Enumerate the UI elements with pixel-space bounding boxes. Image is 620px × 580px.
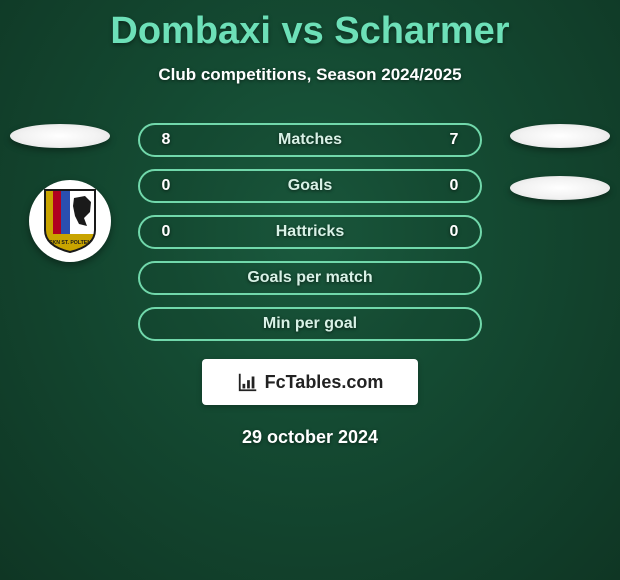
svg-text:SKN ST. POLTEN: SKN ST. POLTEN bbox=[49, 240, 91, 246]
stat-label: Matches bbox=[278, 131, 342, 149]
metric-row-goals-per-match: Goals per match bbox=[138, 261, 482, 295]
date-label: 29 october 2024 bbox=[0, 427, 620, 448]
stat-row-hattricks: 0 Hattricks 0 bbox=[138, 215, 482, 249]
page-subtitle: Club competitions, Season 2024/2025 bbox=[0, 65, 620, 85]
stat-label: Goals bbox=[288, 177, 332, 195]
stat-label: Hattricks bbox=[276, 223, 344, 241]
stat-right-value: 0 bbox=[444, 177, 464, 195]
stat-right-value: 7 bbox=[444, 131, 464, 149]
metric-row-min-per-goal: Min per goal bbox=[138, 307, 482, 341]
club-shield-icon: SKN ST. POLTEN bbox=[41, 188, 99, 254]
stat-left-value: 0 bbox=[156, 223, 176, 241]
metric-label: Min per goal bbox=[156, 315, 464, 333]
club-badge: SKN ST. POLTEN bbox=[29, 180, 111, 262]
player-left-placeholder bbox=[10, 124, 110, 148]
player-right-placeholder-2 bbox=[510, 176, 610, 200]
brand-text: FcTables.com bbox=[265, 372, 384, 393]
stat-left-value: 0 bbox=[156, 177, 176, 195]
page-title: Dombaxi vs Scharmer bbox=[0, 0, 620, 53]
brand-badge: FcTables.com bbox=[202, 359, 418, 405]
metric-label: Goals per match bbox=[156, 269, 464, 287]
player-right-placeholder-1 bbox=[510, 124, 610, 148]
stat-row-goals: 0 Goals 0 bbox=[138, 169, 482, 203]
stat-right-value: 0 bbox=[444, 223, 464, 241]
stat-row-matches: 8 Matches 7 bbox=[138, 123, 482, 157]
stat-left-value: 8 bbox=[156, 131, 176, 149]
chart-icon bbox=[237, 371, 259, 393]
